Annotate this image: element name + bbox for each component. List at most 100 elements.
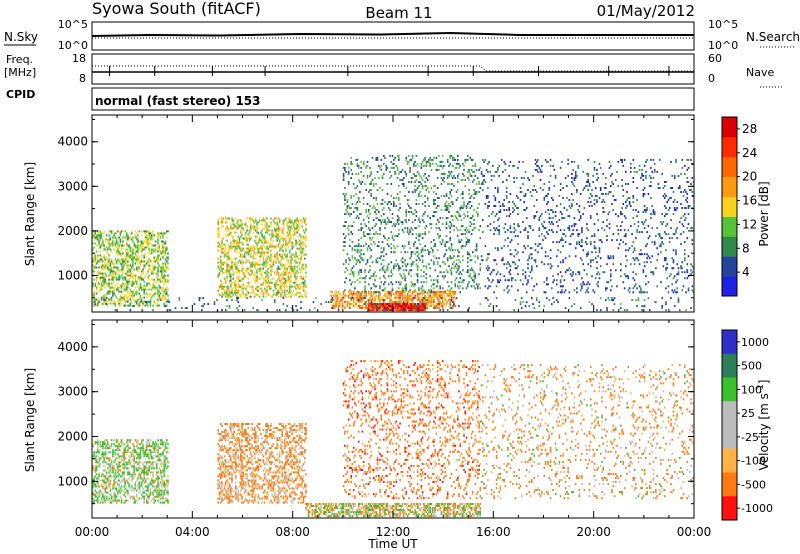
heatmap-cell	[267, 275, 270, 278]
heatmap-cell	[534, 168, 537, 171]
heatmap-cell	[92, 236, 94, 239]
heatmap-cell	[167, 252, 169, 255]
heatmap-cell	[494, 170, 497, 173]
heatmap-cell	[547, 193, 549, 195]
heatmap-cell	[410, 265, 413, 268]
heatmap-cell	[359, 306, 361, 309]
heatmap-cell	[409, 305, 411, 308]
heatmap-cell	[396, 168, 399, 171]
heatmap-cell	[266, 229, 268, 232]
heatmap-cell	[145, 292, 148, 295]
heatmap-cell	[238, 269, 241, 272]
heatmap-cell	[415, 233, 418, 236]
heatmap-cell	[108, 242, 110, 245]
heatmap-cell	[360, 237, 362, 240]
heatmap-cell	[581, 231, 583, 234]
heatmap-cell	[410, 158, 413, 161]
heatmap-cell	[493, 221, 495, 224]
heatmap-cell	[282, 295, 285, 298]
heatmap-cell	[236, 291, 238, 294]
heatmap-cell	[446, 217, 449, 220]
heatmap-cell	[524, 275, 527, 278]
heatmap-cell	[347, 290, 350, 293]
heatmap-cell	[302, 295, 305, 298]
heatmap-cell	[467, 239, 469, 242]
heatmap-cell	[359, 213, 361, 216]
heatmap-cell	[399, 303, 401, 306]
heatmap-cell	[587, 229, 589, 232]
heatmap-cell	[235, 241, 237, 244]
heatmap-cell	[439, 290, 441, 293]
heatmap-cell	[149, 264, 152, 267]
heatmap-cell	[230, 267, 232, 270]
heatmap-cell	[347, 302, 350, 305]
heatmap-cell	[227, 287, 229, 290]
heatmap-cell	[438, 227, 440, 230]
heatmap-cell	[525, 217, 528, 220]
heatmap-cell	[286, 231, 288, 234]
heatmap-cell	[581, 287, 583, 290]
heatmap-cell	[140, 258, 143, 261]
heatmap-cell	[602, 193, 604, 195]
heatmap-cell	[462, 225, 464, 228]
heatmap-cell	[398, 199, 400, 201]
heatmap-cell	[255, 277, 257, 280]
heatmap-cell	[149, 284, 152, 287]
heatmap-cell	[104, 280, 107, 283]
heatmap-cell	[228, 265, 231, 268]
heatmap-cell	[408, 290, 410, 293]
heatmap-cell	[133, 256, 135, 259]
heatmap-cell	[488, 201, 490, 203]
heatmap-cell	[282, 269, 285, 272]
heatmap-cell	[371, 309, 374, 312]
heatmap-cell	[143, 264, 145, 267]
heatmap-cell	[411, 283, 414, 286]
heatmap-cell	[223, 291, 226, 294]
heatmap-cell	[228, 267, 231, 270]
heatmap-cell	[586, 273, 588, 276]
heatmap-cell	[405, 289, 408, 292]
heatmap-cell	[153, 256, 156, 259]
heatmap-cell	[386, 203, 389, 205]
heatmap-cell	[541, 164, 543, 167]
heatmap-cell	[581, 277, 583, 280]
heatmap-cell	[418, 253, 420, 256]
heatmap-cell	[390, 298, 393, 301]
heatmap-cell	[454, 249, 457, 252]
heatmap-cell	[231, 295, 233, 298]
heatmap-cell	[128, 278, 130, 281]
heatmap-cell	[109, 230, 112, 233]
heatmap-cell	[474, 273, 477, 276]
heatmap-cell	[162, 246, 164, 249]
heatmap-cell	[418, 292, 420, 295]
heatmap-cell	[226, 217, 228, 220]
heatmap-cell	[408, 309, 410, 312]
heatmap-cell	[436, 302, 439, 305]
heatmap-cell	[354, 207, 356, 209]
heatmap-cell	[446, 158, 449, 161]
heatmap-cell	[458, 251, 460, 254]
heatmap-cell	[250, 295, 252, 298]
heatmap-cell	[440, 294, 443, 297]
heatmap-cell	[635, 209, 637, 211]
heatmap-cell	[134, 236, 137, 239]
heatmap-cell	[384, 219, 386, 222]
heatmap-cell	[129, 270, 132, 273]
heatmap-cell	[252, 231, 255, 234]
heatmap-cell	[104, 294, 107, 297]
heatmap-cell	[287, 273, 290, 276]
heatmap-cell	[450, 245, 453, 248]
heatmap-cell	[224, 245, 227, 248]
heatmap-cell	[235, 293, 237, 296]
heatmap-cell	[577, 164, 579, 167]
heatmap-cell	[246, 285, 248, 288]
heatmap-cell	[97, 276, 99, 279]
heatmap-cell	[103, 230, 105, 233]
heatmap-cell	[100, 282, 103, 285]
heatmap-cell	[143, 246, 145, 249]
heatmap-cell	[522, 160, 524, 163]
heatmap-cell	[359, 269, 361, 272]
heatmap-cell	[235, 285, 237, 288]
heatmap-cell	[108, 230, 110, 233]
heatmap-cell	[408, 233, 410, 236]
